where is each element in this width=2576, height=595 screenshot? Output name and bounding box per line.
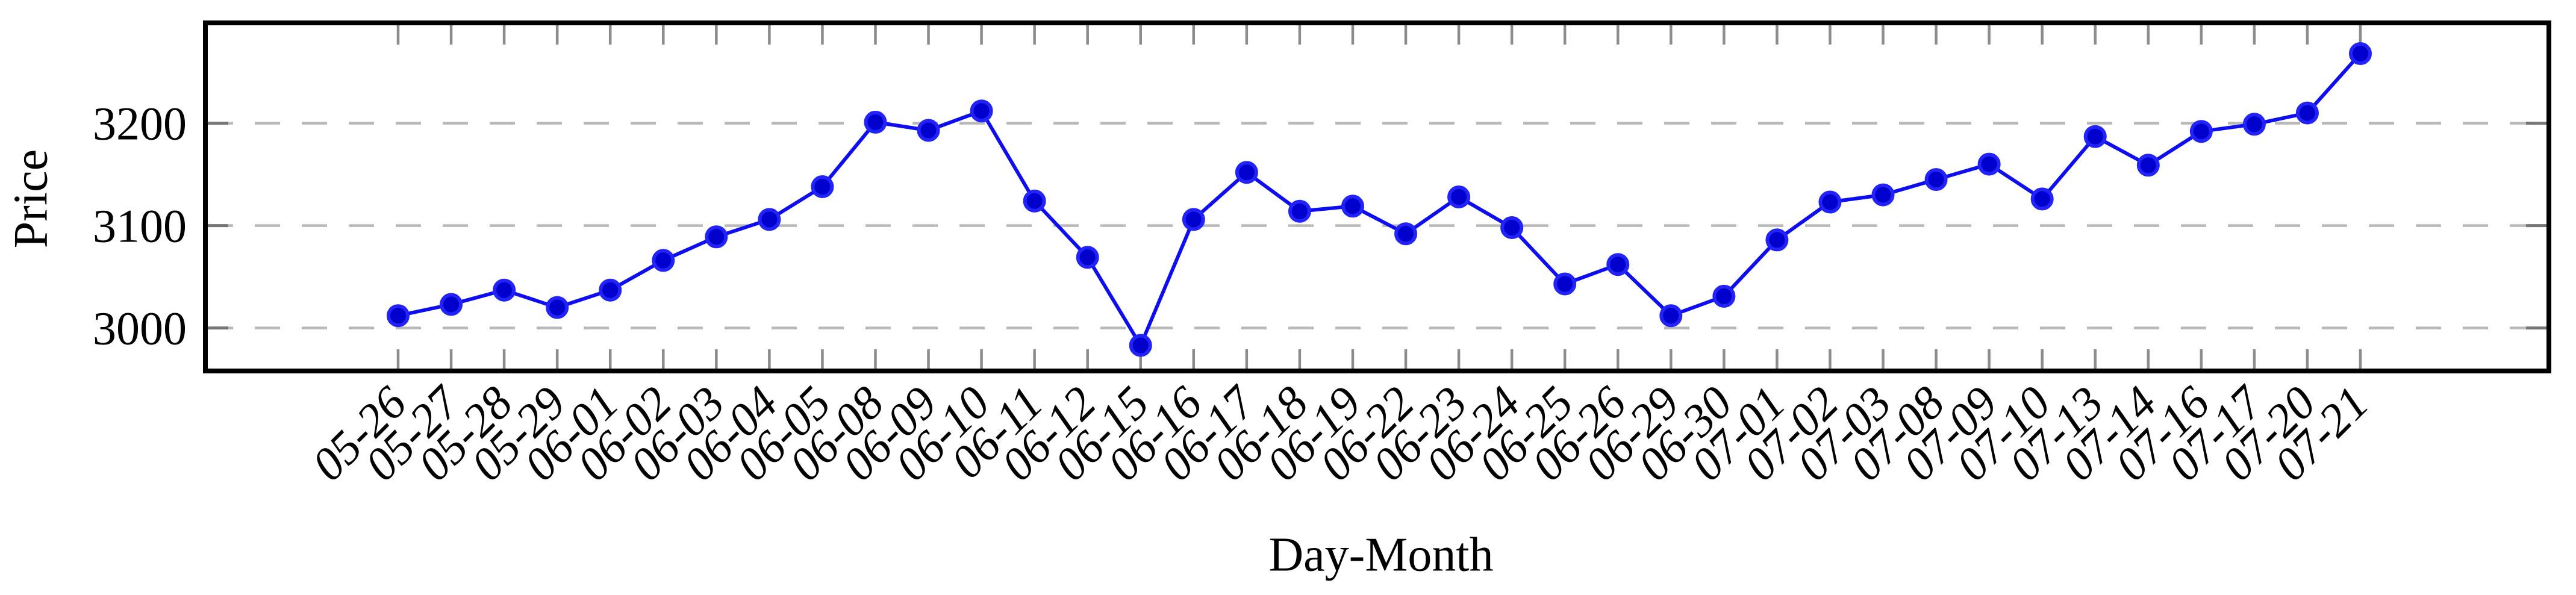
- data-point: [705, 225, 728, 249]
- data-point: [1447, 185, 1471, 208]
- plot-frame: [203, 20, 2551, 373]
- data-point: [1500, 216, 1524, 239]
- data-point: [1924, 168, 1948, 192]
- data-point: [1394, 222, 1418, 246]
- data-point: [1023, 189, 1046, 213]
- data-point: [970, 99, 993, 123]
- data-point: [2242, 113, 2266, 136]
- y-tick-label: 3100: [93, 200, 187, 252]
- y-tick-label: 3200: [93, 98, 187, 150]
- data-point: [599, 278, 622, 302]
- data-point: [1288, 199, 1311, 223]
- data-point: [2030, 187, 2054, 211]
- data-point: [1712, 284, 1736, 308]
- data-point: [758, 208, 781, 231]
- data-point: [2189, 120, 2213, 143]
- data-point: [1553, 272, 1577, 296]
- data-point: [1606, 253, 1630, 276]
- data-point: [917, 119, 940, 142]
- data-point: [1076, 246, 1099, 269]
- data-point: [2083, 125, 2107, 148]
- data-point: [811, 175, 834, 198]
- y-axis-title: Price: [4, 149, 58, 249]
- data-point: [1182, 208, 1205, 231]
- data-point: [2349, 42, 2372, 65]
- data-point: [1818, 190, 1842, 214]
- data-point: [1129, 334, 1152, 357]
- data-point: [546, 296, 569, 319]
- x-axis-title: Day-Month: [1268, 528, 1494, 582]
- data-point: [1871, 183, 1895, 207]
- data-point: [387, 304, 410, 328]
- data-point: [1341, 195, 1364, 218]
- data-point: [1659, 304, 1683, 328]
- data-point: [2136, 154, 2160, 177]
- data-point: [2295, 101, 2319, 125]
- y-tick-label: 3000: [93, 302, 187, 355]
- data-point: [652, 249, 675, 272]
- data-point: [1977, 152, 2001, 176]
- data-point: [1235, 161, 1258, 184]
- data-point: [864, 110, 887, 134]
- price-line: [398, 52, 2362, 347]
- data-point: [493, 278, 516, 302]
- data-point: [1765, 228, 1789, 252]
- data-point: [440, 293, 463, 316]
